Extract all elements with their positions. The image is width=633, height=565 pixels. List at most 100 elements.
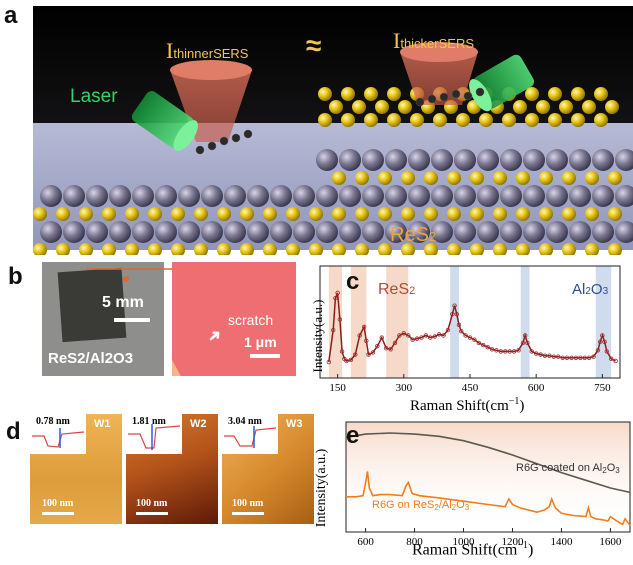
x-tick-label: 300: [396, 382, 413, 394]
data-point: [331, 327, 336, 333]
res2-band-1: [350, 266, 367, 378]
data-point: [450, 311, 455, 317]
afm-image-w2: 1.81 nm W2 100 nm: [126, 414, 218, 524]
al2o3-band-0: [450, 266, 459, 378]
data-point: [538, 352, 543, 357]
data-point: [613, 358, 618, 364]
laser-label: Laser: [70, 86, 118, 107]
data-point: [556, 354, 561, 359]
data-point: [516, 348, 521, 353]
i-thicker-sers-label: IthickerSERS: [393, 28, 474, 54]
data-point: [348, 357, 354, 363]
data-point: [600, 333, 605, 338]
x-tick-label: 1200: [501, 536, 524, 548]
data-point: [522, 333, 528, 338]
data-point: [595, 348, 601, 353]
afm-tag: W3: [286, 418, 303, 430]
sample-marker-dot: [123, 276, 129, 282]
data-point: [445, 327, 451, 333]
data-point: [366, 352, 371, 357]
x-tick-label: 750: [594, 382, 611, 394]
data-point: [441, 333, 446, 338]
al2o3-part-3: O: [590, 281, 603, 298]
data-point: [582, 355, 587, 360]
chart-c-xlabel-main: Raman Shift(cm: [410, 398, 509, 414]
afm-scale-label: 100 nm: [42, 498, 74, 509]
chart-e-xlabel-end: ): [527, 541, 534, 559]
legend-r6g-al2o3: R6G coated on Al2O3: [516, 462, 620, 475]
data-point: [525, 340, 530, 346]
data-point: [529, 349, 534, 354]
data-point: [423, 333, 429, 338]
res2-band-2: [386, 266, 409, 378]
x-tick-label: 600: [357, 536, 374, 548]
afm-thickness: 0.78 nm: [36, 416, 70, 427]
data-point: [432, 334, 437, 339]
i-thicker-main: I: [393, 28, 401, 53]
panel-a: a IthinnerSERS ≈ IthickerSERS Laser ReS2: [0, 0, 633, 255]
chart-c-xlabel: Raman Shift(cm−1): [410, 396, 524, 415]
i-thinner-sub: thinnerSERS: [173, 46, 249, 61]
x-tick-label: 800: [406, 536, 423, 548]
res2-band-label: ReS2: [378, 281, 415, 299]
al2o3-band-label: Al2O3: [572, 281, 608, 298]
scratch-band: [172, 322, 209, 376]
res2-scheme-illustration: [33, 6, 633, 255]
data-point: [436, 332, 442, 337]
data-point: [344, 358, 349, 364]
i-thinner-sers-label: IthinnerSERS: [166, 38, 248, 64]
scale-bar-5mm: [114, 318, 150, 322]
data-point: [551, 354, 557, 359]
chart-e-ylabel: Intensity(a.u.): [314, 448, 329, 528]
data-point: [476, 340, 482, 346]
data-point: [489, 347, 495, 352]
panel-label-d: d: [6, 418, 21, 445]
x-tick-label: 1600: [599, 536, 622, 548]
data-point: [511, 349, 517, 354]
al2o3-part-1: Al: [572, 281, 586, 298]
res2-band-sub: 2: [409, 285, 416, 297]
res2-band-main: ReS: [378, 281, 410, 298]
data-point: [472, 337, 477, 342]
chart-e: 600 800 1000 1200 1400 1600: [345, 421, 631, 548]
legend-r6g-res2: R6G on ReS2/Al2O3: [372, 499, 469, 512]
data-point: [339, 349, 345, 354]
approx-symbol: ≈: [306, 30, 322, 61]
series-line-1: [346, 471, 631, 526]
scale-label-5mm: 5 mm: [102, 294, 144, 311]
data-point: [467, 335, 473, 340]
x-tick-label: 150: [329, 382, 346, 394]
data-point: [569, 355, 574, 360]
data-point: [507, 349, 512, 354]
data-point: [564, 355, 570, 360]
scratch-label: scratch: [228, 312, 274, 328]
data-point: [458, 328, 464, 334]
data-point: [485, 344, 490, 350]
data-point: [503, 349, 508, 354]
afm-tag: W1: [94, 418, 111, 430]
res2-sub: 2: [428, 229, 437, 244]
afm-profile-curve: [32, 428, 85, 448]
legend-top-1: R6G coated on Al: [516, 462, 603, 474]
data-point: [388, 347, 393, 352]
legend-bottom-4: 2: [451, 503, 457, 512]
data-point: [383, 346, 389, 351]
data-point: [452, 303, 457, 308]
chart-e-background: [346, 422, 630, 532]
afm-profile-curve: [128, 424, 181, 450]
scale-bar-1um: [250, 354, 280, 358]
chart-c-ylabel: Intensity(a.u.): [310, 299, 325, 373]
data-point: [419, 335, 424, 340]
optical-micrograph: ➜ scratch 1 μm: [172, 262, 296, 376]
data-point: [533, 351, 539, 356]
data-point: [560, 355, 565, 360]
data-point: [494, 348, 499, 353]
chart-e-frame: [345, 421, 631, 533]
afm-scale-bar: [136, 512, 168, 515]
data-point: [604, 349, 609, 354]
afm-profile-inset: [222, 414, 278, 454]
afm-scale-bar: [42, 512, 74, 515]
legend-top-3: O: [606, 462, 616, 474]
afm-scale-label: 100 nm: [232, 498, 264, 509]
al2o3-part-4: 3: [602, 286, 609, 297]
